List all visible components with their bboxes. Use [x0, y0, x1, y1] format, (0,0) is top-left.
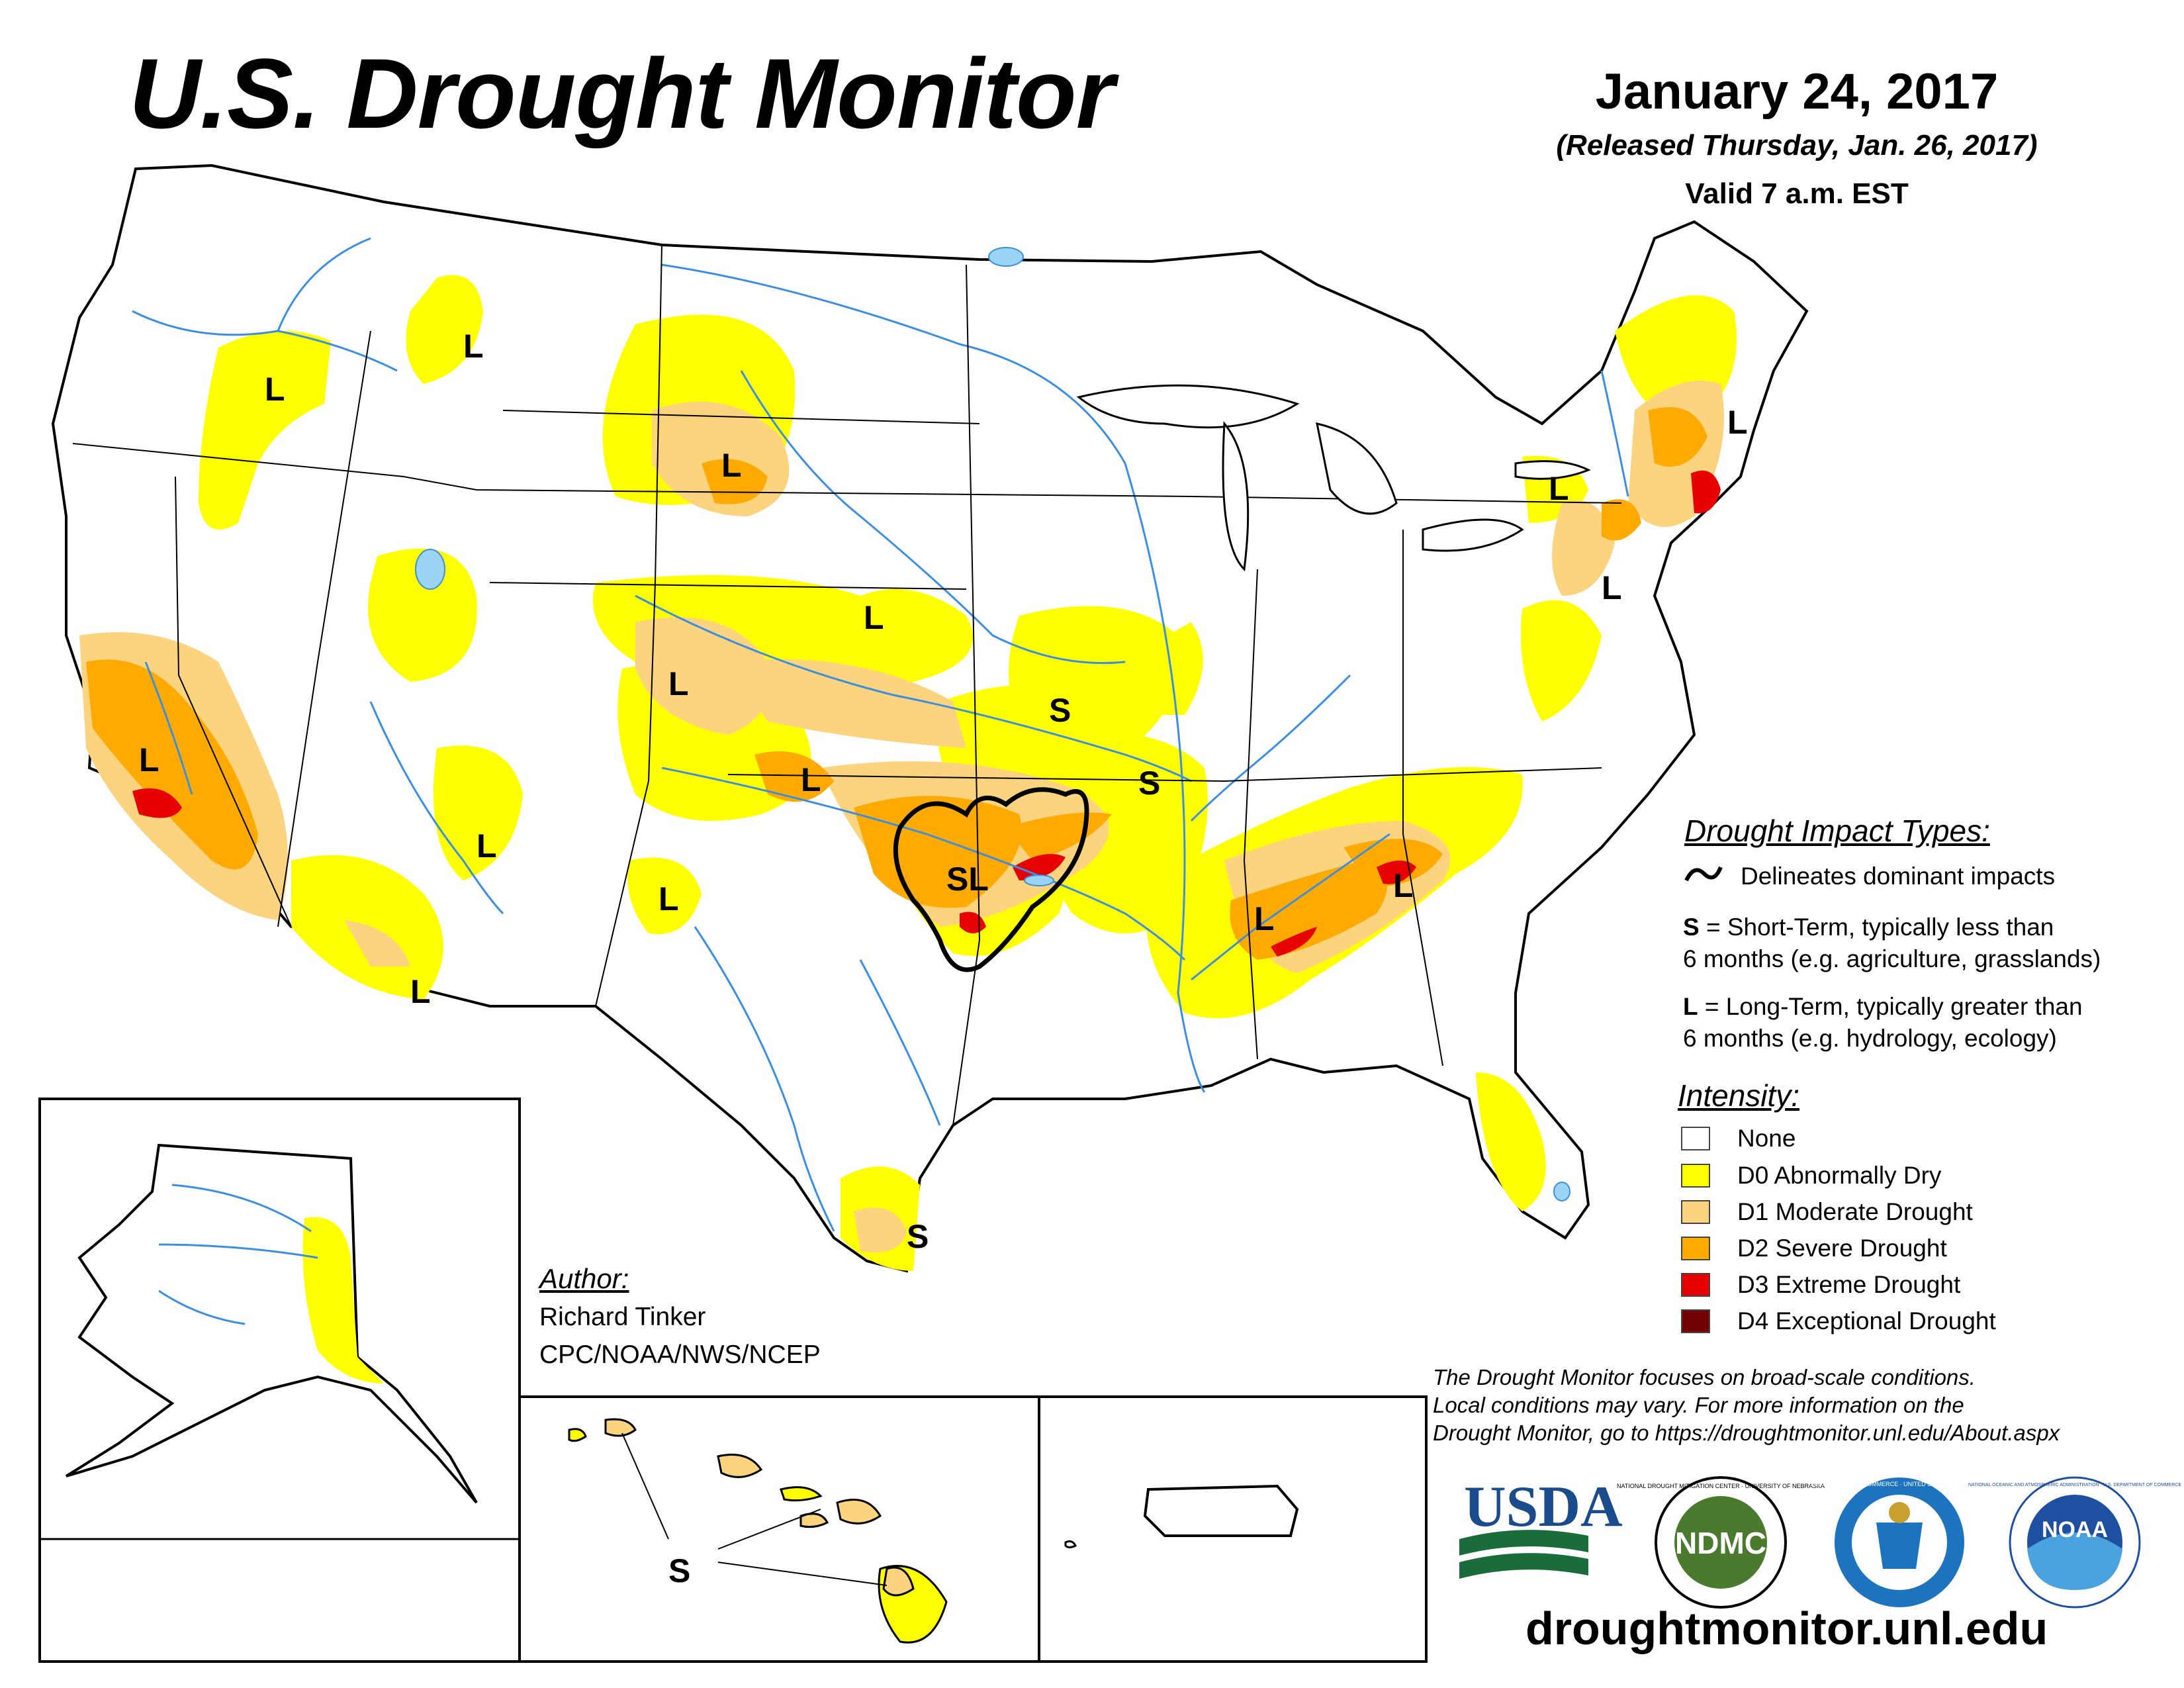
intensity-label-d3: D3 Extreme Drought [1737, 1271, 1961, 1298]
footnote-line: Local conditions may vary. For more info… [1433, 1393, 1964, 1417]
hawaii-islands [568, 1418, 948, 1644]
footnote-line: Drought Monitor, go to https://droughtmo… [1433, 1421, 2060, 1445]
valid-time: Valid 7 a.m. EST [1685, 177, 1909, 210]
impact-types-heading: Drought Impact Types: [1684, 814, 1990, 848]
intensity-swatch-d1 [1681, 1200, 1710, 1224]
map-label-l: L [721, 447, 742, 484]
map-label-l: L [139, 741, 159, 778]
rivers [132, 237, 1629, 1232]
noaa-logo: NOAA NATIONAL OCEANIC AND ATMOSPHERIC AD… [1968, 1476, 2181, 1609]
short-term-key: S [1683, 914, 1700, 941]
commerce-seal-logo: DEPARTMENT OF COMMERCE · UNITED STATES O… [1811, 1477, 1988, 1607]
map-label-s: S [1138, 765, 1160, 802]
intensity-label-none: None [1737, 1125, 1796, 1152]
map-label-l: L [1549, 470, 1569, 507]
short-term-description-2: 6 months (e.g. agriculture, grasslands) [1683, 945, 2101, 972]
short-term-legend: S = Short-Term, typically less than [1683, 914, 2054, 941]
state-boundaries [72, 244, 1622, 1126]
website-url[interactable]: droughtmonitor.unl.edu [1525, 1603, 2048, 1654]
map-label-l: L [1254, 900, 1275, 937]
intensity-swatch-d4 [1681, 1309, 1710, 1333]
lakes [415, 247, 1570, 1201]
svg-text:NDMC: NDMC [1675, 1526, 1766, 1560]
map-label-l: L [1393, 867, 1414, 904]
long-term-description: = Long-Term, typically greater than [1698, 993, 2083, 1020]
intensity-swatch-d2 [1681, 1237, 1710, 1260]
intensity-swatch-d0 [1681, 1164, 1710, 1188]
svg-text:DEPARTMENT OF COMMERCE · UNITE: DEPARTMENT OF COMMERCE · UNITED STATES O… [1811, 1481, 1988, 1487]
map-label-l: L [864, 599, 884, 636]
map-label-l: L [265, 371, 285, 408]
release-date: (Released Thursday, Jan. 26, 2017) [1556, 129, 2038, 162]
d2-severe-drought-areas [86, 407, 1707, 960]
map-label-l: L [801, 761, 821, 798]
map-label-l: L [1602, 569, 1622, 606]
impact-line-label: Delineates dominant impacts [1741, 863, 2056, 890]
puerto-rico-islet [1064, 1540, 1077, 1548]
intensity-label-d1: D1 Moderate Drought [1737, 1198, 1973, 1225]
impact-line-icon [1684, 866, 1723, 882]
alaska-rivers [158, 1184, 318, 1325]
impact-delineation-line [893, 787, 1089, 972]
intensity-label-d0: D0 Abnormally Dry [1737, 1162, 1942, 1189]
map-label-l: L [668, 665, 689, 702]
svg-text:NATIONAL DROUGHT MITIGATION CE: NATIONAL DROUGHT MITIGATION CENTER · UNI… [1617, 1483, 1825, 1489]
map-label-s: S [1049, 692, 1071, 729]
map-label-l: L [477, 827, 497, 865]
intensity-heading: Intensity: [1678, 1078, 1800, 1113]
author-organization: CPC/NOAA/NWS/NCEP [539, 1340, 821, 1369]
intensity-label-d2: D2 Severe Drought [1737, 1235, 1947, 1262]
map-date: January 24, 2017 [1595, 64, 1999, 120]
author-heading: Author: [539, 1263, 629, 1294]
hawaii-inset-frame [518, 1395, 1040, 1663]
long-term-description-2: 6 months (e.g. hydrology, ecology) [1683, 1025, 2057, 1052]
author-name: Richard Tinker [539, 1303, 706, 1331]
svg-text:USDA: USDA [1464, 1475, 1623, 1539]
puerto-rico-outline [1143, 1484, 1299, 1537]
usda-logo: USDA [1459, 1475, 1623, 1579]
intensity-swatch-d3 [1681, 1273, 1710, 1297]
map-label-sl: SL [946, 861, 989, 898]
intensity-swatch-none [1681, 1127, 1710, 1150]
footnote: The Drought Monitor focuses on broad-sca… [1433, 1364, 2161, 1447]
d3-extreme-drought-areas [132, 470, 1721, 957]
alaska-outline [65, 1143, 478, 1504]
map-label-l: L [410, 973, 431, 1010]
map-label-l: L [463, 328, 484, 365]
map-label-l: L [1727, 404, 1748, 441]
svg-text:NATIONAL OCEANIC AND ATMOSPHER: NATIONAL OCEANIC AND ATMOSPHERIC ADMINIS… [1968, 1483, 2181, 1487]
footnote-line: The Drought Monitor focuses on broad-sca… [1433, 1365, 1976, 1389]
short-term-description: = Short-Term, typically less than [1699, 914, 2054, 941]
ndmc-logo: NDMC NATIONAL DROUGHT MITIGATION CENTER … [1617, 1476, 1825, 1609]
map-label-l: L [659, 880, 679, 917]
svg-text:NOAA: NOAA [2042, 1517, 2108, 1542]
alaska-d0-area [302, 1217, 384, 1383]
long-term-legend: L = Long-Term, typically greater than [1683, 993, 2083, 1021]
page-title: U.S. Drought Monitor [129, 38, 1115, 149]
hawaii-leader-lines [621, 1432, 887, 1586]
map-label-s: S [668, 1552, 690, 1589]
map-label-s: S [907, 1218, 929, 1255]
great-lakes [1076, 384, 1591, 572]
long-term-key: L [1683, 993, 1698, 1020]
intensity-label-d4: D4 Exceptional Drought [1737, 1307, 1996, 1335]
